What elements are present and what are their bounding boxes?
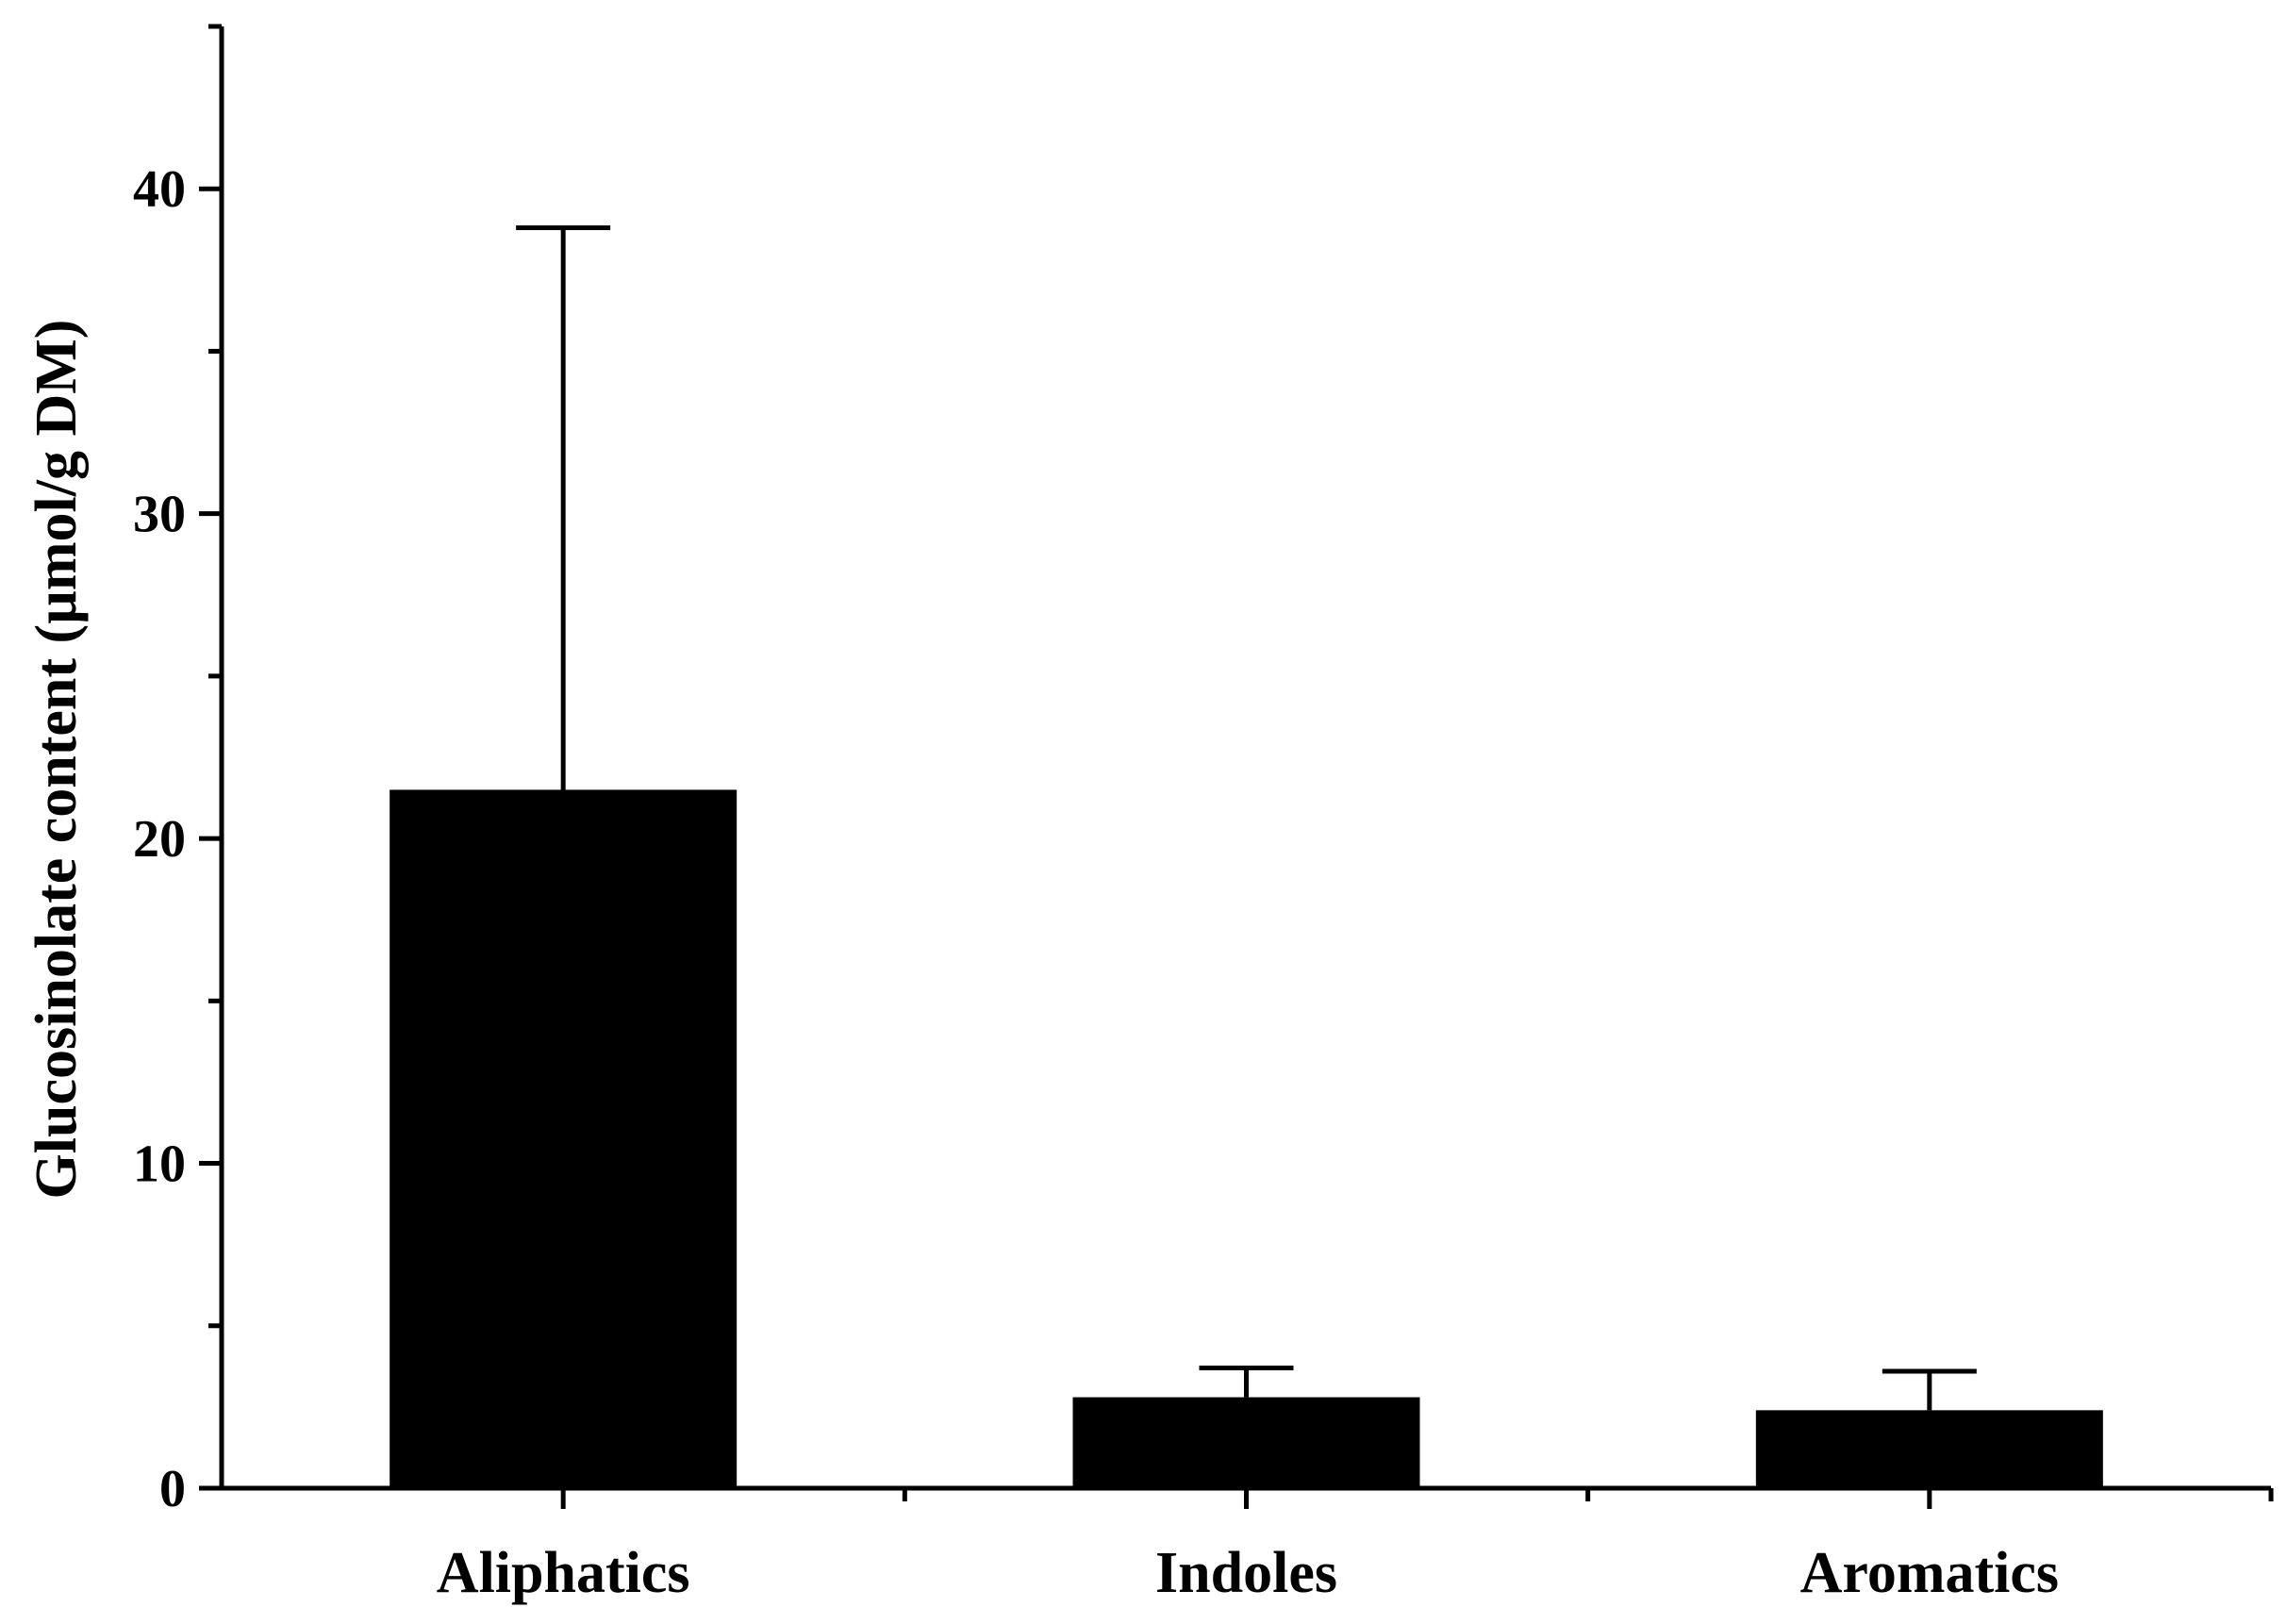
y-tick-label-0: 0 bbox=[159, 1460, 186, 1518]
labels-layer: Aliphatics Indoles Aromatics 0 10 20 30 40 bbox=[133, 160, 2059, 1605]
y-tick-label-20: 20 bbox=[133, 810, 186, 869]
bars-layer bbox=[390, 225, 2103, 1488]
x-tick-label-aliphatics: Aliphatics bbox=[437, 1541, 690, 1605]
bar-aromatics bbox=[1755, 1410, 2103, 1488]
axes-layer bbox=[199, 24, 2274, 1509]
y-axis-title: Glucosinolate content (µmol/g DM) bbox=[25, 320, 89, 1200]
y-tick-label-40: 40 bbox=[133, 160, 186, 219]
x-tick-label-indoles: Indoles bbox=[1155, 1541, 1337, 1605]
bar-indoles bbox=[1072, 1397, 1420, 1488]
bar-aliphatics bbox=[390, 789, 738, 1488]
x-tick-label-aromatics: Aromatics bbox=[1800, 1541, 2059, 1605]
y-tick-label-30: 30 bbox=[133, 486, 186, 544]
y-tick-label-10: 10 bbox=[133, 1135, 186, 1194]
